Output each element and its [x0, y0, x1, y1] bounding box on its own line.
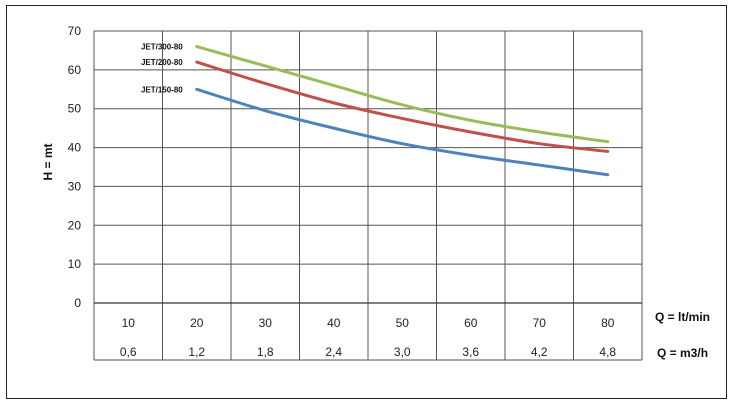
- x-tick-label-m3: 3,0: [394, 345, 411, 359]
- y-tick-label: 40: [68, 141, 82, 155]
- x-tick-label-lt: 50: [396, 316, 410, 330]
- series-label-3: JET/150-80: [141, 85, 183, 94]
- labels: 0 10 20 30 40 50 60 70 10 0,6 20 1,2 30 1,8 40 2,4 50 3,0…: [68, 24, 617, 359]
- x-tick-label-lt: 20: [190, 316, 204, 330]
- x-tick-label-lt: 60: [464, 316, 478, 330]
- x-tick-label-lt: 30: [259, 316, 273, 330]
- series-label-2: JET/200-80: [141, 58, 183, 67]
- y-axis-title: H = mt: [41, 143, 55, 180]
- x-tick-label-lt: 70: [533, 316, 547, 330]
- series-line-1: [195, 45, 610, 144]
- x-tick-label-m3: 1,2: [188, 345, 205, 359]
- x-tick-label-m3: 3,6: [462, 345, 479, 359]
- series-label-1: JET/300-80: [141, 43, 183, 52]
- y-tick-label: 10: [68, 257, 82, 271]
- y-tick-label: 60: [68, 63, 82, 77]
- x-axis-title-m3-h: Q = m3/h: [657, 346, 708, 360]
- x-tick-label-m3: 1,8: [257, 345, 274, 359]
- x-tick-label-lt: 40: [327, 316, 341, 330]
- series-line-3: [195, 87, 610, 177]
- x-tick-label-lt: 10: [122, 316, 136, 330]
- x-tick-label-m3: 4,2: [531, 345, 548, 359]
- x-tick-label-m3: 2,4: [325, 345, 342, 359]
- y-tick-label: 30: [68, 179, 82, 193]
- series-line-2: [195, 60, 610, 153]
- x-axis-title-lt-min: Q = lt/min: [655, 310, 710, 324]
- x-tick-label-m3: 0,6: [120, 345, 137, 359]
- x-tick-label-m3: 4,8: [599, 345, 616, 359]
- grid: [93, 30, 643, 361]
- series-lines: [195, 45, 610, 177]
- y-tick-label: 0: [74, 296, 81, 310]
- y-tick-label: 70: [68, 24, 82, 38]
- chart-frame: [6, 5, 727, 399]
- y-tick-label: 20: [68, 218, 82, 232]
- y-tick-label: 50: [68, 102, 82, 116]
- x-tick-label-lt: 80: [601, 316, 615, 330]
